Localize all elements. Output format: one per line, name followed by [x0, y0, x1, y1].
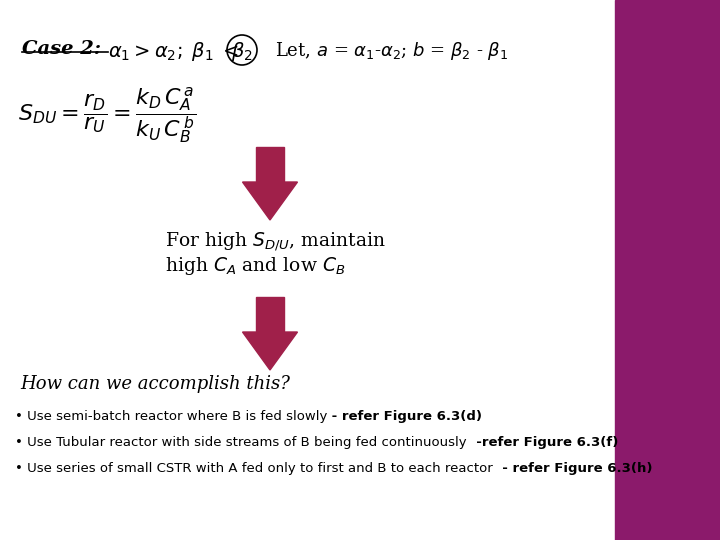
Polygon shape	[243, 332, 297, 370]
Text: How can we accomplish this?: How can we accomplish this?	[20, 375, 290, 393]
Polygon shape	[243, 182, 297, 220]
Text: • Use semi-batch reactor where B is fed slowly: • Use semi-batch reactor where B is fed …	[15, 410, 328, 423]
Text: - refer Figure 6.3(h): - refer Figure 6.3(h)	[492, 462, 652, 475]
Bar	[615, 0, 720, 540]
Text: $\beta_2$: $\beta_2$	[231, 40, 253, 63]
Text: $\alpha_1>\alpha_2;\;\beta_1\;<$: $\alpha_1>\alpha_2;\;\beta_1\;<$	[108, 40, 239, 63]
Text: -refer Figure 6.3(f): -refer Figure 6.3(f)	[467, 436, 618, 449]
Text: • Use Tubular reactor with side streams of B being fed continuously: • Use Tubular reactor with side streams …	[15, 436, 467, 449]
Text: high $\mathit{C}_A$ and low $\mathit{C}_B$: high $\mathit{C}_A$ and low $\mathit{C}_…	[165, 255, 346, 277]
Text: Let, $\mathit{a}$ = $\alpha_1$-$\alpha_2$; $\mathit{b}$ = $\beta_2$ - $\beta_1$: Let, $\mathit{a}$ = $\alpha_1$-$\alpha_2…	[275, 40, 508, 62]
Text: Case 2:: Case 2:	[22, 40, 101, 58]
Bar	[256, 297, 284, 332]
Text: $S_{DU} = \dfrac{r_D}{r_U} = \dfrac{k_D\, C_A^{\,a}}{k_U\, C_B^{\,b}}$: $S_{DU} = \dfrac{r_D}{r_U} = \dfrac{k_D\…	[18, 85, 196, 146]
Text: For high $\mathit{S}_{D/U}$, maintain: For high $\mathit{S}_{D/U}$, maintain	[165, 230, 386, 253]
Text: • Use series of small CSTR with A fed only to first and B to each reactor: • Use series of small CSTR with A fed on…	[15, 462, 492, 475]
Bar	[256, 147, 284, 182]
Text: - refer Figure 6.3(d): - refer Figure 6.3(d)	[328, 410, 482, 423]
